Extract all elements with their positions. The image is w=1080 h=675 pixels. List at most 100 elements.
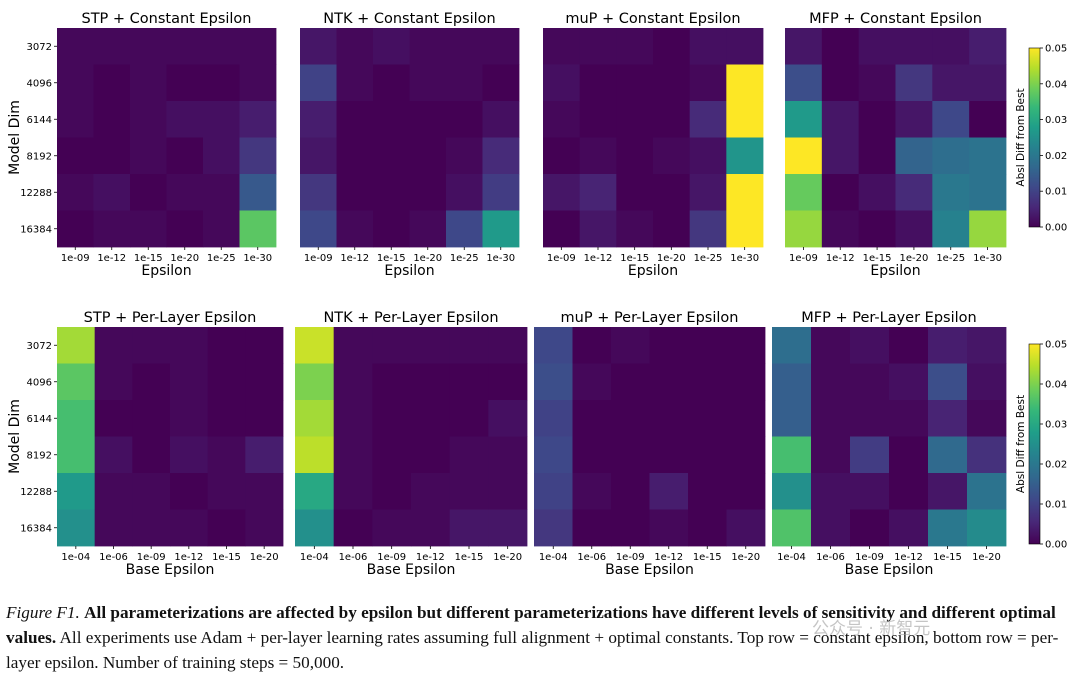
caption-bold-text: All parameterizations are affected by ep…: [6, 603, 1056, 647]
y-tick-label: 4096: [27, 377, 52, 388]
heatmap-cell: [932, 210, 970, 248]
colorbar-tick-label: 0.01: [1045, 187, 1067, 198]
heatmap-cell: [534, 400, 573, 437]
heatmap-cell: [446, 101, 483, 138]
heatmap-cell: [534, 436, 573, 474]
heatmap-cell: [928, 400, 968, 437]
heatmap-cell: [409, 174, 447, 211]
heatmap-cell: [932, 137, 970, 175]
heatmap-panel: NTK + Constant Epsilon 1e-09 1e-12 1e-15 1e-…: [300, 11, 520, 279]
heatmap-cell: [689, 174, 727, 211]
heatmap-cell: [245, 363, 284, 401]
x-axis-label: Epsilon: [870, 263, 920, 279]
heatmap-cell: [93, 174, 131, 211]
heatmap-cell: [967, 327, 1007, 364]
heatmap-cell: [372, 327, 412, 364]
heatmap-cell: [488, 509, 528, 547]
heatmap-panel: MFP + Constant Epsilon 1e-09 1e-12 1e-15 1e-…: [785, 11, 1007, 279]
heatmap-cell: [446, 28, 483, 65]
heatmap-cell: [207, 363, 246, 401]
heatmap-cell: [333, 473, 373, 510]
x-tick-label: 1e-12: [97, 253, 126, 264]
x-tick-label: 1e-09: [547, 253, 576, 264]
heatmap-cell: [649, 509, 689, 547]
heatmap-cell: [572, 400, 612, 437]
heatmap-cell: [889, 509, 929, 547]
figure-caption: Figure F1. All parameterizations are aff…: [6, 600, 1076, 675]
heatmap-cell: [245, 509, 284, 547]
heatmap-cell: [333, 436, 373, 474]
x-tick-label: 1e-09: [137, 552, 166, 563]
x-tick-label: 1e-25: [207, 253, 236, 264]
heatmap-cell: [372, 473, 412, 510]
heatmap-cell: [295, 327, 335, 364]
panel-title: STP + Constant Epsilon: [81, 11, 251, 27]
heatmap-cell: [93, 64, 131, 102]
heatmap-cell: [858, 64, 896, 102]
heatmap-cell: [726, 400, 766, 437]
heatmap-cell: [94, 436, 133, 474]
heatmap-cell: [858, 28, 896, 65]
heatmap-cell: [333, 509, 373, 547]
x-tick-label: 1e-15: [933, 552, 962, 563]
heatmap-cell: [785, 28, 823, 65]
heatmap-cell: [482, 64, 520, 102]
heatmap-cell: [689, 28, 727, 65]
heatmap-cell: [785, 137, 823, 175]
colorbar-tick-label: 0.05: [1045, 44, 1067, 55]
x-tick-label: 1e-04: [300, 552, 329, 563]
heatmap-cell: [572, 436, 612, 474]
heatmap-cell: [336, 137, 374, 175]
heatmap-cell: [785, 210, 823, 248]
heatmap-cell: [336, 101, 374, 138]
heatmap-cell: [928, 473, 968, 510]
heatmap-cell: [300, 64, 337, 102]
heatmap-cell: [616, 210, 654, 248]
heatmap-cell: [336, 174, 374, 211]
heatmap-cell: [207, 473, 246, 510]
panel-title: STP + Per-Layer Epsilon: [84, 310, 257, 326]
heatmap-cell: [649, 363, 689, 401]
heatmap-cell: [411, 509, 451, 547]
heatmap-cell: [449, 436, 489, 474]
heatmap-cell: [409, 64, 447, 102]
heatmap-cell: [850, 363, 890, 401]
heatmap-cell: [207, 509, 246, 547]
heatmap-cell: [166, 101, 204, 138]
heatmap-cell: [94, 509, 133, 547]
heatmap-cell: [969, 210, 1007, 248]
y-tick-label: 12288: [20, 188, 52, 199]
x-tick-label: 1e-15: [212, 552, 241, 563]
heatmap-cell: [446, 64, 483, 102]
x-tick-label: 1e-09: [789, 253, 818, 264]
heatmap-cell: [967, 509, 1007, 547]
heatmap-cell: [821, 137, 860, 175]
heatmap-cell: [300, 137, 337, 175]
heatmap-cell: [969, 101, 1007, 138]
heatmap-cell: [488, 436, 528, 474]
heatmap-cell: [411, 363, 451, 401]
panel-title: muP + Per-Layer Epsilon: [561, 310, 739, 326]
colorbar-tick-label: 0.00: [1045, 540, 1067, 551]
heatmap-cell: [969, 137, 1007, 175]
heatmap-cell: [611, 363, 650, 401]
x-axis-label: Epsilon: [384, 263, 434, 279]
heatmap-cell: [295, 473, 335, 510]
heatmap-cell: [688, 363, 727, 401]
heatmap-cell: [409, 101, 447, 138]
heatmap-cell: [203, 137, 240, 175]
heatmap-cell: [130, 210, 167, 248]
heatmap-cell: [534, 509, 573, 547]
heatmap-cell: [821, 28, 860, 65]
heatmap-cell: [821, 64, 860, 102]
heatmap-cell: [889, 473, 929, 510]
heatmap-cell: [482, 137, 520, 175]
heatmap-cell: [411, 436, 451, 474]
heatmap-cell: [572, 327, 612, 364]
x-axis-label: Base Epsilon: [605, 562, 694, 578]
heatmap-cell: [889, 436, 929, 474]
heatmap-cell: [895, 101, 933, 138]
heatmap-cell: [543, 101, 581, 138]
heatmap-cell: [821, 210, 860, 248]
panel-title: MFP + Constant Epsilon: [809, 11, 982, 27]
